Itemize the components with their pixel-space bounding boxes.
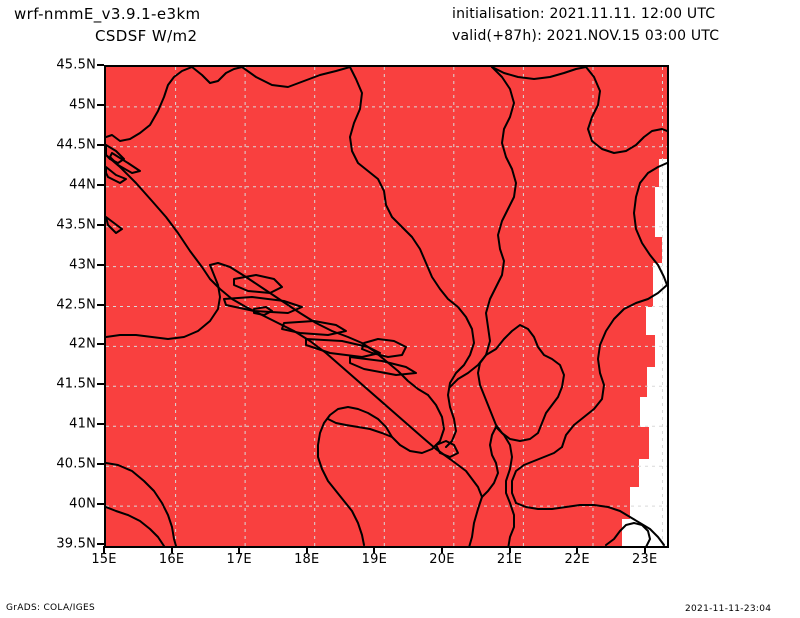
croatia-hungary-border (191, 67, 243, 84)
serbia-hungary-border (491, 67, 587, 80)
y-axis-tick (97, 183, 104, 186)
y-axis-tick (97, 383, 104, 386)
island-rab (106, 216, 123, 234)
y-axis-tick (97, 543, 104, 545)
bay-of-kotor (435, 440, 459, 458)
montenegro-albania-border (481, 426, 499, 498)
nodata-region (622, 159, 667, 546)
map-outlines (106, 67, 667, 546)
variable-units-label: CSDSF W/m2 (95, 27, 198, 45)
x-axis-label: 18E (294, 552, 320, 567)
kosovo-border (477, 324, 565, 442)
serbia-romania-border-south (633, 162, 667, 286)
model-name-label: wrf-nmmE_v3.9.1-e3km (14, 5, 201, 23)
y-axis-label: 39.5N (56, 536, 96, 552)
croatia-bosnia-border (349, 67, 475, 448)
italy-southwest-coast (106, 506, 165, 546)
y-axis-tick (97, 463, 104, 466)
grads-credit-label: GrADS: COLA/IGES (6, 603, 95, 613)
albania-coast (468, 496, 483, 546)
y-axis-tick (97, 423, 104, 426)
x-axis-label: 17E (226, 552, 252, 567)
slovenia-croatia-north-border (106, 67, 193, 142)
initialisation-label: initialisation: 2021.11.11. 12:00 UTC (452, 6, 716, 22)
y-axis-label: 45N (69, 97, 96, 113)
map-svg (106, 67, 667, 546)
kvarner-island-cres (106, 166, 127, 184)
y-axis-label: 44.5N (56, 137, 96, 153)
x-axis-label: 23E (632, 552, 658, 567)
valid-time-label: valid(+87h): 2021.NOV.15 03:00 UTC (452, 28, 720, 44)
y-axis-label: 41N (69, 416, 96, 432)
gridlines (106, 67, 667, 546)
kvarner-island-krk (109, 152, 141, 174)
map-plot-area (104, 65, 669, 548)
puglia-heel (317, 394, 445, 546)
chart-header: wrf-nmmE_v3.9.1-e3km CSDSF W/m2 initiali… (0, 0, 800, 52)
gargano-peninsula (361, 338, 407, 358)
y-axis-tick (97, 343, 104, 346)
x-axis-label: 21E (496, 552, 523, 567)
y-axis-label: 44N (69, 177, 96, 193)
x-axis-label: 22E (564, 552, 590, 567)
serbia-bulgaria-border (561, 284, 667, 448)
x-axis-label: 20E (429, 552, 455, 567)
y-axis-tick (97, 303, 104, 306)
y-axis-label: 42.5N (56, 297, 96, 312)
island-vis (253, 306, 273, 316)
x-axis-label: 16E (158, 552, 185, 567)
montenegro-coast (449, 458, 483, 498)
albania-east-border (495, 426, 515, 546)
y-axis-tick (97, 263, 104, 266)
y-axis-label: 42N (69, 336, 96, 352)
aegean-coast-fragment (605, 522, 651, 546)
italy-west-inland (106, 462, 177, 546)
render-timestamp: 2021-11-11-23:04 (685, 604, 772, 614)
bosnia-serbia-border (449, 67, 517, 388)
north-macedonia-south-border (515, 502, 665, 546)
puglia-inner-coast (327, 418, 393, 438)
x-axis-label: 15E (91, 552, 117, 567)
north-macedonia-border (511, 446, 563, 504)
y-axis-tick (97, 223, 104, 226)
y-axis-label: 45.5N (56, 57, 96, 73)
drava-sava-north (241, 67, 351, 88)
y-axis-tick (97, 143, 104, 146)
y-axis-tick (97, 64, 104, 66)
y-axis-label: 43.5N (56, 217, 96, 233)
y-axis-label: 41.5N (56, 376, 96, 392)
island-dugi-otok (233, 274, 283, 294)
x-axis-label: 19E (361, 552, 388, 567)
y-axis-label: 40N (69, 496, 96, 512)
y-axis-tick (97, 103, 104, 106)
y-axis-tick (97, 503, 104, 506)
y-axis-label: 40.5N (56, 456, 96, 472)
italy-adriatic-coast (106, 264, 221, 340)
y-axis-label: 43N (69, 257, 96, 273)
italy-coast-south (209, 262, 429, 396)
serbia-romania-border (585, 67, 667, 154)
island-hvar (305, 338, 381, 358)
istria-coast (106, 144, 125, 164)
map-canvas (106, 67, 667, 546)
